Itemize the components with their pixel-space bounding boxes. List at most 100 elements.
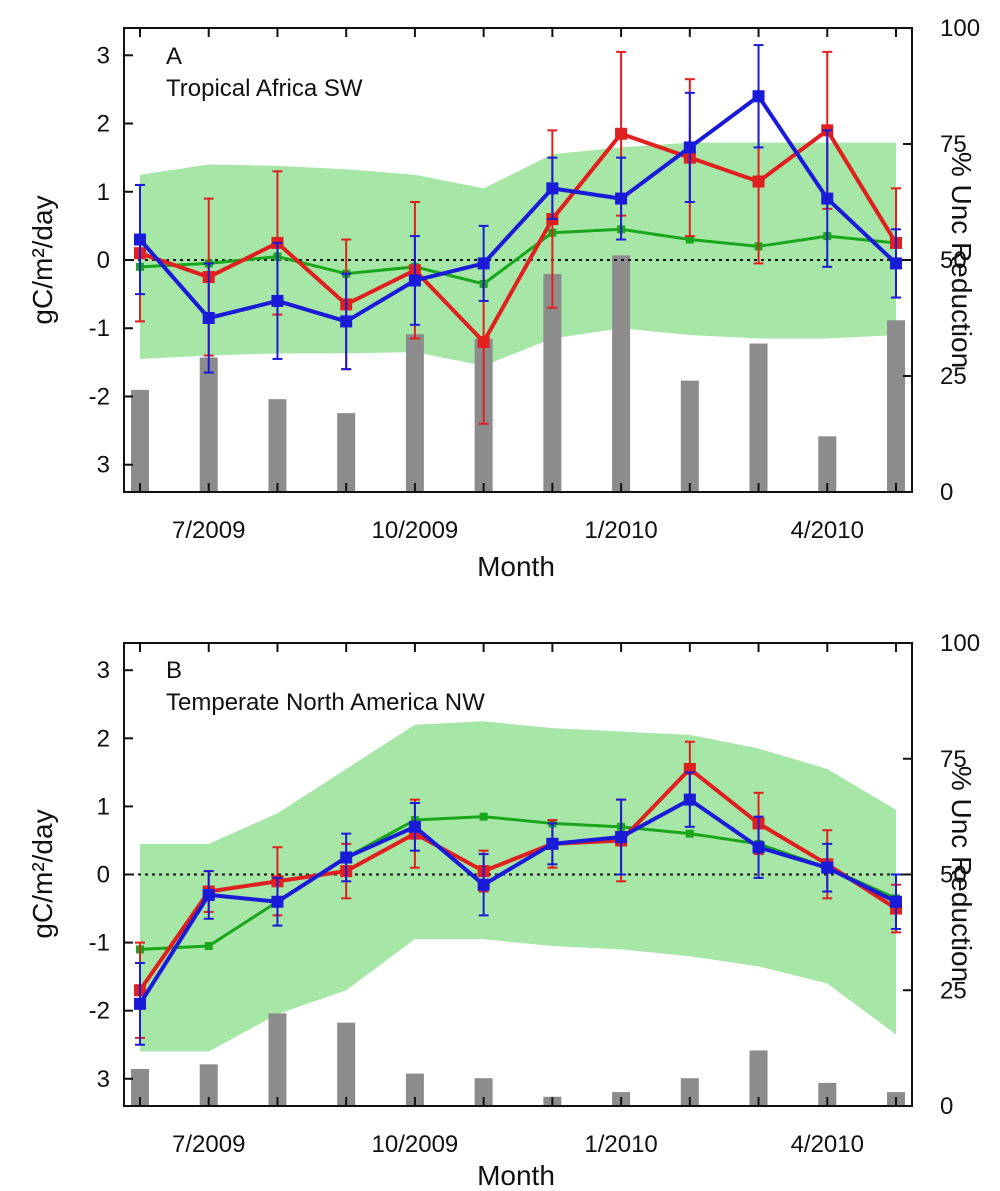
- unc-reduction-bar: [749, 343, 768, 492]
- panel-letter: A: [166, 43, 182, 70]
- data-point: [340, 851, 353, 864]
- data-point: [615, 127, 628, 140]
- data-point: [204, 941, 213, 950]
- y2-tick-label: 50: [940, 247, 967, 274]
- y-tick-label: 0: [97, 247, 110, 274]
- data-point: [134, 233, 146, 246]
- x-axis-title: Month: [477, 551, 555, 582]
- data-point: [890, 895, 902, 908]
- y-tick-label: 3: [97, 1066, 110, 1093]
- data-point: [752, 90, 765, 103]
- unc-reduction-bar: [131, 389, 149, 492]
- unc-reduction-bar: [818, 1082, 837, 1106]
- x-tick-label: 1/2010: [584, 517, 657, 544]
- data-point: [271, 895, 284, 908]
- data-point: [202, 312, 215, 324]
- uncertainty-band: [140, 721, 896, 1052]
- series-line: [139, 815, 897, 951]
- y-axis-title: gC/m²/day: [27, 195, 58, 324]
- data-point: [408, 274, 421, 287]
- x-tick-label: 4/2010: [791, 1131, 864, 1158]
- unc-reduction-bar: [337, 413, 356, 492]
- uncertainty-band-layer: [140, 142, 896, 366]
- unc-reduction-bar: [268, 1013, 287, 1106]
- panel-a: 3 2 1 0 -1 -2 3 0 25 50 75 100 7/2009 10/2009 1/2010 4/…: [27, 15, 980, 582]
- data-point: [408, 820, 421, 833]
- y2-axis-title: % Unc Reduction: [946, 766, 977, 982]
- data-point: [479, 812, 488, 821]
- unc-reduction-bar: [749, 1050, 768, 1106]
- tick-layer: 3 2 1 0 -1 -2 3 0 25 50 75 100 7/2009 10/2009 1/2010 4/…: [89, 630, 980, 1158]
- y2-tick-label: 100: [940, 15, 980, 42]
- data-point: [271, 294, 284, 307]
- unc-reduction-bar: [405, 1073, 424, 1106]
- y-tick-label: -2: [89, 383, 110, 410]
- y-tick-label: 2: [97, 111, 110, 138]
- panel-title: Tropical Africa SW: [166, 75, 363, 102]
- unc-reduction-bar: [612, 255, 631, 492]
- data-point: [821, 192, 834, 205]
- data-point: [615, 192, 628, 205]
- data-point: [546, 837, 559, 850]
- series-line: [139, 128, 898, 344]
- y2-tick-label: 25: [940, 977, 967, 1004]
- unc-reduction-bar: [680, 380, 699, 492]
- y-tick-label: 2: [97, 725, 110, 752]
- uncertainty-band: [140, 142, 896, 366]
- y2-tick-label: 50: [940, 862, 967, 889]
- y-tick-label: -1: [89, 315, 110, 342]
- unc-reduction-bar: [268, 399, 287, 492]
- x-tick-label: 10/2009: [372, 1131, 459, 1158]
- y-tick-label: -2: [89, 998, 110, 1025]
- unc-reduction-bar: [199, 1064, 218, 1106]
- x-tick-label: 10/2009: [372, 517, 459, 544]
- unc-reduction-bar: [131, 1068, 149, 1106]
- series-layer: [134, 44, 902, 425]
- y-tick-label: 1: [97, 179, 110, 206]
- y2-tick-label: 75: [940, 131, 967, 158]
- y2-tick-label: 25: [940, 363, 967, 390]
- data-point: [340, 315, 353, 328]
- panel-b: 3 2 1 0 -1 -2 3 0 25 50 75 100 7/2009 10/2009 1/2010 4/…: [27, 630, 980, 1191]
- unc-reduction-bar: [680, 1078, 699, 1106]
- tick-layer: 3 2 1 0 -1 -2 3 0 25 50 75 100 7/2009 10/2009 1/2010 4/…: [89, 15, 980, 544]
- data-point: [615, 831, 628, 844]
- panel-letter: B: [166, 657, 182, 684]
- y2-axis-title: % Unc Reduction: [946, 152, 977, 368]
- series-line: [138, 766, 898, 992]
- series-line: [138, 797, 897, 1005]
- series-line: [138, 94, 898, 324]
- data-point: [202, 888, 215, 901]
- unc-reduction-bar: [543, 273, 562, 492]
- series-2: [134, 771, 902, 1046]
- x-tick-label: 1/2010: [584, 1131, 657, 1158]
- y-axis-title: gC/m²/day: [27, 809, 58, 938]
- data-point: [890, 257, 902, 270]
- data-point: [821, 861, 834, 874]
- panel-title: Temperate North America NW: [166, 689, 485, 716]
- y-tick-label: -1: [89, 930, 110, 957]
- series-layer: [134, 740, 902, 1046]
- data-point: [683, 141, 696, 154]
- data-point: [752, 841, 765, 854]
- data-point: [477, 335, 490, 348]
- unc-reduction-bar: [405, 334, 424, 492]
- series-2: [134, 44, 902, 374]
- data-point: [546, 182, 559, 195]
- y2-tick-label: 0: [940, 1093, 953, 1120]
- data-point: [477, 257, 490, 270]
- y-tick-label: 3: [97, 657, 110, 684]
- y2-tick-label: 100: [940, 630, 980, 657]
- series-line: [139, 227, 897, 286]
- x-tick-label: 7/2009: [172, 1131, 245, 1158]
- y2-tick-label: 75: [940, 746, 967, 773]
- unc-reduction-bar: [337, 1022, 356, 1106]
- y-tick-label: 3: [97, 42, 110, 69]
- y-tick-label: 0: [97, 862, 110, 889]
- data-point: [685, 829, 694, 838]
- unc-reduction-bar: [818, 436, 837, 492]
- unc-reduction-bar: [199, 357, 218, 492]
- data-point: [683, 793, 696, 806]
- data-point: [752, 175, 765, 188]
